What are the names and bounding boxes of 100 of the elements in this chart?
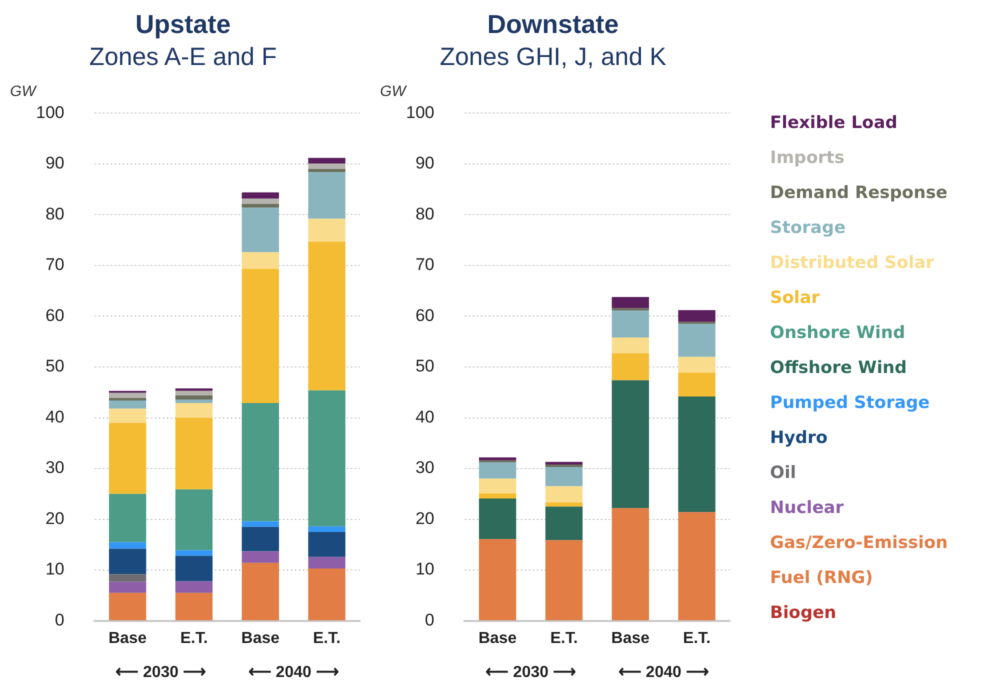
- bar: [242, 269, 279, 404]
- text: ⟵ 2040 ⟶: [248, 664, 339, 682]
- text: Gas/Zero-Emission Fuel (RNG): [770, 532, 949, 590]
- x-tick-label: E.T.: [180, 630, 208, 647]
- x-tick-label: E.T.: [683, 630, 711, 647]
- bar: [612, 353, 649, 380]
- bar: [308, 242, 346, 390]
- bar: [678, 512, 716, 620]
- text: ⟵ 2030 ⟶: [116, 664, 206, 682]
- bar: [242, 252, 279, 270]
- y-tick-label: 0: [424, 610, 434, 630]
- bar: [175, 581, 213, 593]
- x-tick-label: E.T.: [550, 630, 578, 647]
- y-tick-label: 70: [415, 255, 434, 274]
- y-tick-label: 10: [45, 560, 64, 579]
- y-tick-label: 70: [45, 255, 64, 274]
- text: Distributed Solar: [770, 252, 936, 274]
- bar: [175, 489, 213, 550]
- bar: [678, 324, 716, 357]
- bar: [175, 390, 213, 396]
- legend-label: Hydro: [770, 426, 829, 450]
- y-axis-title: GW: [380, 82, 408, 100]
- bar: [108, 392, 146, 398]
- text: ⟵ 2040 ⟶: [618, 664, 709, 682]
- bar: [242, 521, 279, 527]
- bar: [612, 296, 649, 308]
- chart-subtitle: Zones A-E and F: [89, 43, 277, 72]
- bar: [108, 494, 146, 542]
- y-tick-label: 20: [415, 508, 434, 528]
- y-tick-label: 40: [415, 407, 434, 426]
- legend-label: Pumped Storage: [770, 392, 931, 414]
- bar: [478, 457, 516, 460]
- bar: [678, 356, 716, 373]
- bar: [242, 562, 279, 620]
- bar: [308, 568, 346, 620]
- y-tick-label: 100: [36, 102, 64, 122]
- bar: [308, 526, 346, 532]
- text: Solar: [770, 286, 821, 310]
- y-tick-label: 80: [415, 204, 434, 224]
- bar: [478, 493, 516, 498]
- bar: [308, 172, 346, 219]
- y-tick-label: 40: [45, 407, 64, 426]
- bar: [175, 395, 213, 400]
- text: Storage: [770, 216, 847, 240]
- bar: [108, 574, 146, 582]
- bar: [175, 403, 213, 418]
- text: Demand Response: [770, 182, 948, 204]
- bar: [308, 158, 346, 164]
- bar: [108, 400, 146, 409]
- y-tick-label: 50: [415, 356, 434, 376]
- bar: [108, 548, 146, 574]
- bar: [478, 498, 516, 540]
- y-tick-label: 90: [45, 154, 64, 173]
- text: Offshore Wind: [770, 356, 908, 380]
- bar: [108, 422, 146, 494]
- bar: [108, 398, 146, 400]
- bar: [612, 338, 649, 354]
- bar: [308, 556, 346, 569]
- y-tick-label: 30: [45, 458, 64, 478]
- bar: [612, 308, 649, 311]
- bar: [545, 466, 583, 486]
- bar: [308, 532, 346, 557]
- y-tick-label: 100: [406, 102, 434, 122]
- bar: [175, 388, 213, 391]
- bar: [242, 192, 279, 198]
- x-tick-label: Base: [611, 630, 650, 647]
- chart-title: Upstate: [135, 8, 231, 39]
- bar: [175, 418, 213, 490]
- bar: [545, 462, 583, 464]
- y-tick-label: 30: [415, 458, 434, 478]
- bar: [242, 204, 279, 208]
- bar: [308, 163, 346, 170]
- x-tick-label: Base: [108, 630, 147, 647]
- bar: [175, 399, 213, 404]
- bar: [545, 486, 583, 503]
- y-tick-label: 80: [45, 204, 64, 224]
- bar: [175, 592, 213, 620]
- y-tick-label: 0: [54, 610, 64, 630]
- bar: [545, 464, 583, 467]
- legend-label: Biogen: [770, 602, 838, 624]
- legend-label: Nuclear: [770, 496, 845, 520]
- bar: [612, 380, 649, 508]
- bar: [545, 506, 583, 540]
- bar: [308, 390, 346, 526]
- bar: [108, 542, 146, 549]
- bar: [308, 218, 346, 242]
- text: ⟵ 2030 ⟶: [486, 664, 576, 682]
- chart-subtitle: Zones GHI, J, and K: [440, 43, 667, 72]
- bar: [242, 551, 279, 563]
- bar: [545, 502, 583, 507]
- bar: [545, 540, 583, 620]
- bar: [242, 198, 279, 204]
- bar: [175, 556, 213, 582]
- bar: [478, 539, 516, 620]
- bar: [108, 582, 146, 593]
- bar: [175, 550, 213, 556]
- legend-label: Onshore Wind: [770, 322, 906, 344]
- bar: [478, 478, 516, 494]
- bar: [678, 372, 716, 396]
- x-tick-label: Base: [241, 630, 280, 647]
